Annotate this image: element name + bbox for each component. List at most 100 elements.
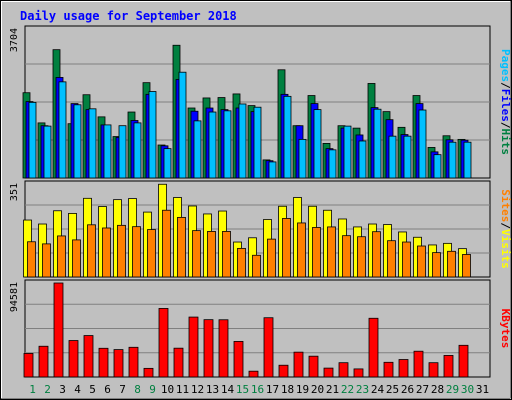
chart-title: Daily usage for September 2018 [20, 9, 237, 23]
bar-kbytes-day-1 [23, 353, 34, 378]
bar-pages-day-13 [208, 111, 217, 179]
bar-pages-day-1 [28, 101, 37, 179]
day-label-21: 21 [326, 383, 339, 396]
bar-sites-day-1 [27, 241, 36, 278]
day-label-14: 14 [221, 383, 235, 396]
bar-kbytes-day-11 [173, 347, 184, 378]
day-label-26: 26 [401, 383, 414, 396]
day-label-13: 13 [206, 383, 219, 396]
bar-kbytes-day-24 [368, 317, 379, 378]
bar-sites-day-19 [297, 222, 306, 278]
legend-item: Visits [499, 229, 512, 269]
bar-kbytes-day-17 [263, 317, 274, 378]
legend-item: Hits [499, 129, 512, 156]
bar-sites-day-14 [222, 231, 231, 278]
day-label-12: 12 [191, 383, 204, 396]
day-label-27: 27 [416, 383, 429, 396]
bar-pages-day-9 [148, 91, 157, 179]
bar-kbytes-day-10 [158, 308, 169, 378]
y-max-label: 3704 [9, 28, 20, 52]
bar-pages-day-4 [73, 104, 82, 179]
bar-pages-day-15 [238, 103, 247, 179]
bar-sites-day-27 [417, 245, 426, 278]
day-label-10: 10 [161, 383, 174, 396]
day-label-1: 1 [29, 383, 36, 396]
bar-kbytes-day-15 [233, 341, 244, 378]
bar-sites-day-26 [402, 241, 411, 278]
bar-kbytes-day-3 [53, 282, 64, 378]
y-max-label: 351 [9, 183, 20, 201]
bar-pages-day-22 [343, 125, 352, 179]
day-label-3: 3 [59, 383, 66, 396]
bar-pages-day-24 [373, 108, 382, 179]
bar-pages-day-28 [433, 154, 442, 179]
bar-sites-day-10 [162, 209, 171, 278]
legend-item: / [499, 82, 512, 89]
bar-kbytes-day-26 [398, 359, 409, 378]
bar-kbytes-day-6 [98, 347, 109, 378]
day-label-25: 25 [386, 383, 399, 396]
day-label-6: 6 [104, 383, 111, 396]
bar-pages-day-21 [328, 149, 337, 179]
bar-pages-day-29 [448, 141, 457, 179]
bar-sites-day-23 [357, 236, 366, 278]
legend: Pages/Files/Hits [499, 49, 512, 155]
bar-pages-day-27 [418, 109, 427, 179]
bar-kbytes-day-19 [293, 351, 304, 378]
bar-kbytes-day-16 [248, 370, 259, 378]
legend: KBytes [499, 309, 512, 349]
bar-sites-day-7 [117, 224, 126, 278]
day-label-7: 7 [119, 383, 126, 396]
bar-sites-day-21 [327, 226, 336, 278]
bar-kbytes-day-27 [413, 350, 424, 378]
day-label-4: 4 [74, 383, 81, 396]
bar-pages-day-16 [253, 106, 262, 179]
legend-item: / [499, 122, 512, 129]
bar-sites-day-6 [102, 227, 111, 278]
day-label-22: 22 [341, 383, 354, 396]
bar-sites-day-28 [432, 252, 441, 278]
bar-sites-day-22 [342, 235, 351, 278]
bar-sites-day-15 [237, 247, 246, 278]
day-label-24: 24 [371, 383, 385, 396]
bar-pages-day-6 [103, 124, 112, 179]
bar-pages-day-3 [58, 81, 67, 179]
bar-sites-day-8 [132, 226, 141, 278]
day-label-20: 20 [311, 383, 324, 396]
bar-sites-day-17 [267, 238, 276, 278]
legend-item: Pages [499, 49, 512, 82]
day-label-30: 30 [461, 383, 474, 396]
day-label-15: 15 [236, 383, 249, 396]
panel-visits-sites: 351 Sites/Visits [9, 180, 512, 278]
bar-kbytes-day-20 [308, 355, 319, 378]
bar-sites-day-12 [192, 230, 201, 278]
bar-pages-day-12 [193, 120, 202, 179]
bar-pages-day-8 [133, 122, 142, 179]
bar-pages-day-19 [298, 138, 307, 179]
bar-sites-day-9 [147, 229, 156, 278]
bar-kbytes-day-7 [113, 349, 124, 378]
bar-kbytes-day-29 [443, 355, 454, 378]
bar-kbytes-day-23 [353, 368, 364, 378]
day-label-19: 19 [296, 383, 309, 396]
bar-pages-day-18 [283, 95, 292, 179]
bar-kbytes-day-13 [203, 319, 214, 378]
legend-item: Files [499, 89, 512, 122]
bar-kbytes-day-4 [68, 340, 79, 378]
bar-sites-day-16 [252, 254, 261, 278]
bar-pages-day-25 [388, 135, 397, 179]
bar-pages-day-20 [313, 109, 322, 179]
bar-pages-day-17 [268, 161, 277, 179]
day-label-9: 9 [149, 383, 156, 396]
bar-kbytes-day-30 [458, 344, 469, 378]
bar-sites-day-29 [447, 250, 456, 278]
bar-kbytes-day-12 [188, 316, 199, 378]
bar-sites-day-3 [57, 235, 66, 278]
day-label-18: 18 [281, 383, 294, 396]
bar-kbytes-day-9 [143, 367, 154, 378]
legend: Sites/Visits [499, 189, 512, 269]
bar-kbytes-day-5 [83, 335, 94, 378]
legend-item: KBytes [499, 309, 512, 349]
